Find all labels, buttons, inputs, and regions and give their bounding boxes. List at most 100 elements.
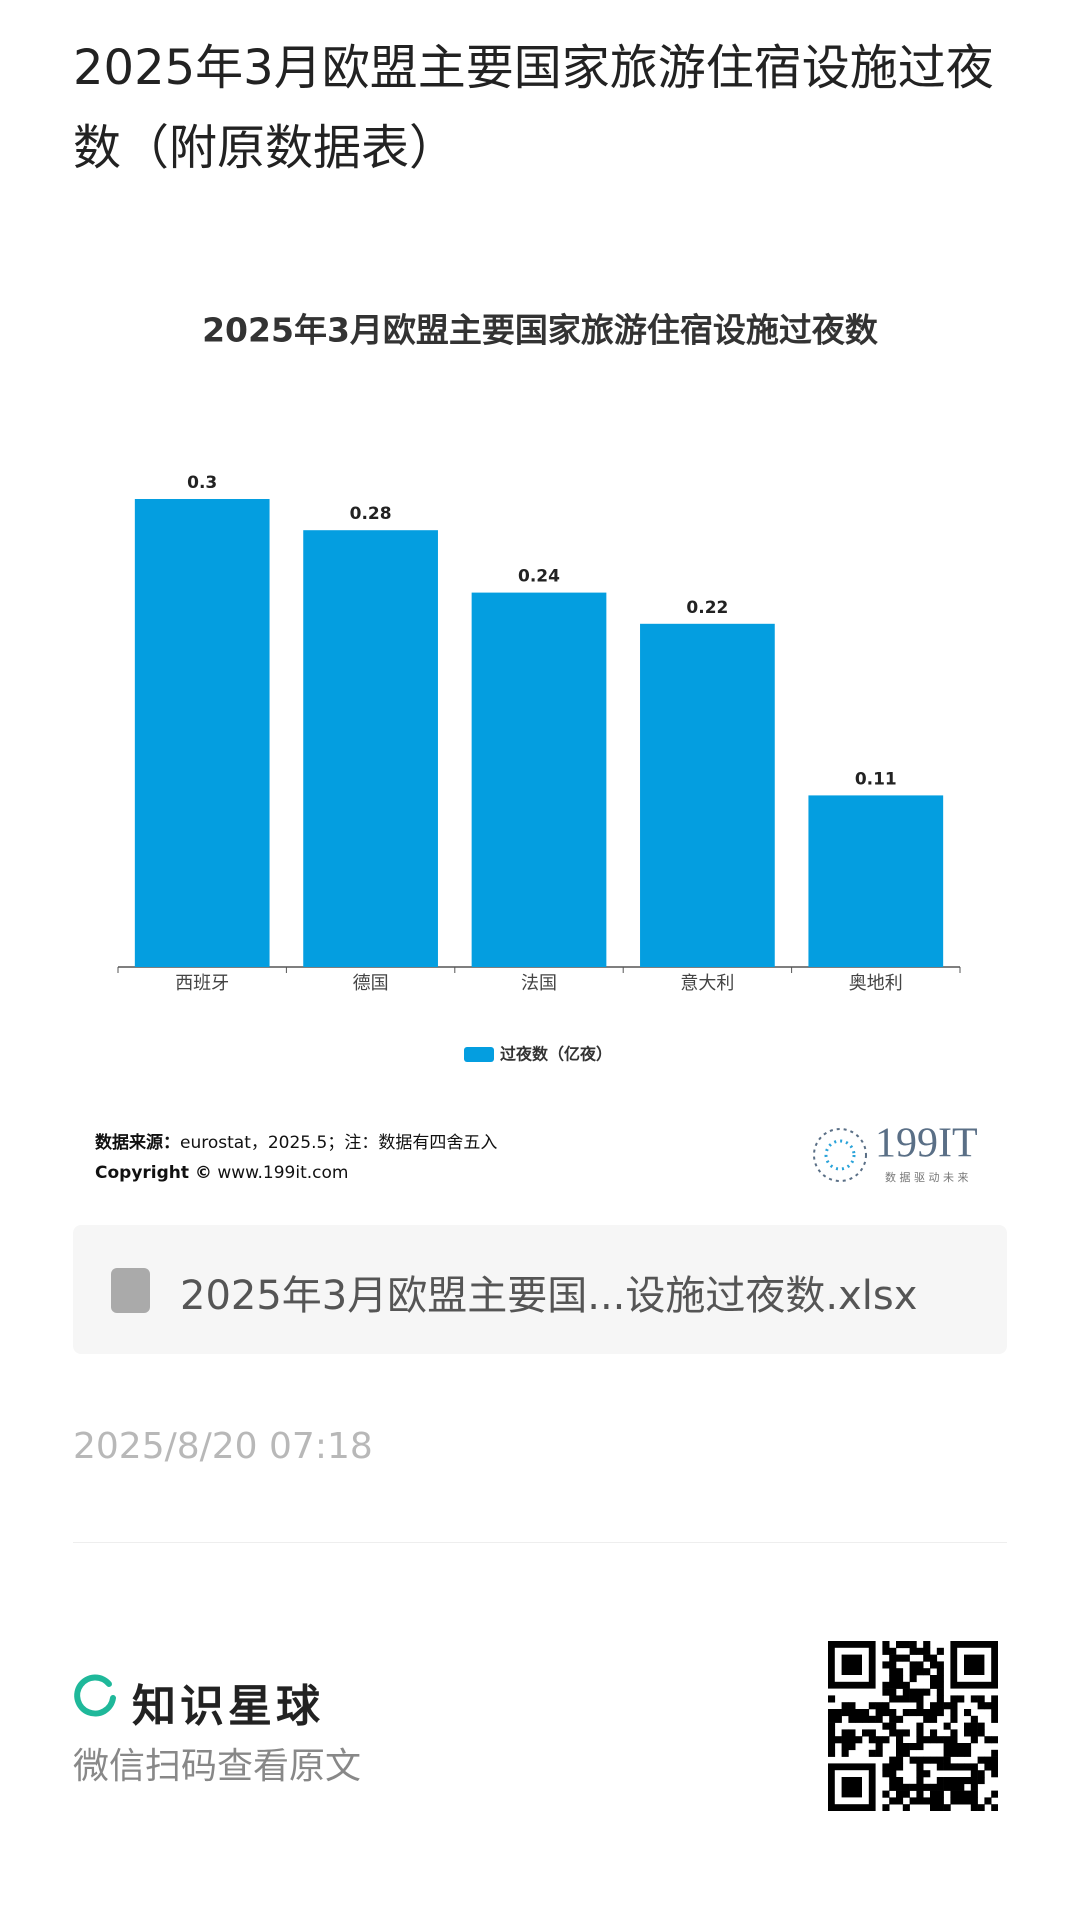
qr-finder [964, 1654, 985, 1675]
qr-module [930, 1783, 938, 1791]
qr-module [889, 1647, 897, 1655]
file-name[interactable]: 2025年3月欧盟主要国...设施过夜数.xlsx [180, 1273, 918, 1319]
qr-module [916, 1770, 924, 1778]
qr-module [882, 1661, 890, 1669]
qr-module [868, 1702, 876, 1710]
qr-module [828, 1749, 836, 1757]
bar [471, 592, 607, 967]
qr-module [923, 1736, 931, 1744]
qr-module [977, 1756, 985, 1764]
qr-module [991, 1695, 998, 1703]
x-tick-label: 法国 [521, 973, 557, 994]
qr-module [984, 1763, 992, 1771]
qr-module [848, 1709, 856, 1717]
qr-module [964, 1790, 972, 1798]
qr-module [828, 1743, 836, 1751]
qr-module [896, 1756, 904, 1764]
qr-module [930, 1804, 938, 1811]
qr-module [862, 1715, 870, 1723]
qr-code[interactable] [828, 1641, 998, 1811]
qr-module [909, 1756, 917, 1764]
qr-module [868, 1715, 876, 1723]
qr-module [984, 1736, 992, 1744]
qr-module [896, 1743, 904, 1751]
qr-module [889, 1661, 897, 1669]
qr-module [964, 1743, 972, 1751]
qr-module [991, 1763, 998, 1771]
qr-module [896, 1749, 904, 1757]
qr-module [889, 1797, 897, 1805]
qr-module [991, 1715, 998, 1723]
qr-module [841, 1743, 849, 1751]
qr-module [909, 1647, 917, 1655]
qr-module [889, 1715, 897, 1723]
qr-module [923, 1668, 931, 1676]
qr-module [984, 1702, 992, 1710]
qr-module [950, 1709, 958, 1717]
qr-module [930, 1756, 938, 1764]
source: 数据来源：eurostat，2025.5；注：数据有四舍五入 Copyright… [95, 1128, 497, 1188]
qr-module [889, 1675, 897, 1683]
qr-module [943, 1702, 951, 1710]
qr-module [991, 1702, 998, 1710]
qr-module [896, 1654, 904, 1662]
qr-module [889, 1783, 897, 1791]
qr-module [930, 1790, 938, 1798]
qr-module [923, 1783, 931, 1791]
qr-module [862, 1709, 870, 1717]
brand: 知识星球 [132, 1681, 324, 1732]
qr-module [964, 1777, 972, 1785]
qr-module [902, 1783, 910, 1791]
qr-module [977, 1777, 985, 1785]
qr-module [991, 1790, 998, 1798]
qr-module [889, 1763, 897, 1771]
data-label: 0.11 [855, 769, 897, 789]
qr-module [957, 1783, 965, 1791]
qr-module [902, 1729, 910, 1737]
hint: 微信扫码查看原文 [73, 1746, 362, 1787]
qr-module [936, 1763, 944, 1771]
qr-module [875, 1709, 883, 1717]
qr-module [943, 1749, 951, 1757]
qr-module [916, 1702, 924, 1710]
qr-module [902, 1688, 910, 1696]
x-tick-label: 德国 [353, 973, 389, 994]
qr-module [916, 1736, 924, 1744]
qr-module [970, 1790, 978, 1798]
qr-module [957, 1790, 965, 1798]
qr-module [916, 1668, 924, 1676]
qr-module [896, 1783, 904, 1791]
qr-module [964, 1729, 972, 1737]
qr-module [916, 1763, 924, 1771]
qr-module [828, 1729, 836, 1737]
qr-module [923, 1770, 931, 1778]
logo-name: 199IT [875, 1121, 978, 1167]
qr-module [991, 1749, 998, 1757]
qr-module [841, 1729, 849, 1737]
qr-module [923, 1641, 931, 1649]
qr-module [970, 1783, 978, 1791]
qr-module [875, 1715, 883, 1723]
qr-module [834, 1709, 842, 1717]
qr-module [889, 1668, 897, 1676]
qr-module [923, 1647, 931, 1655]
qr-module [841, 1709, 849, 1717]
bar [640, 623, 775, 967]
logo-slogan: 数 据 驱 动 未 来 [885, 1170, 968, 1184]
qr-module [950, 1702, 958, 1710]
qr-module [902, 1749, 910, 1757]
qr-module [882, 1763, 890, 1771]
qr-module [828, 1722, 836, 1730]
brand-icon [74, 1674, 116, 1717]
qr-module [916, 1709, 924, 1717]
qr-module [875, 1743, 883, 1751]
data-label: 0.22 [686, 598, 728, 618]
qr-module [923, 1756, 931, 1764]
chart-title: 2025年3月欧盟主要国家旅游住宿设施过夜数 [202, 311, 879, 350]
attachment[interactable]: 2025年3月欧盟主要国...设施过夜数.xlsx [73, 1225, 1007, 1354]
qr-module [930, 1715, 938, 1723]
data-label: 0.28 [350, 504, 392, 524]
data-label: 0.3 [187, 473, 217, 493]
qr-module [970, 1777, 978, 1785]
